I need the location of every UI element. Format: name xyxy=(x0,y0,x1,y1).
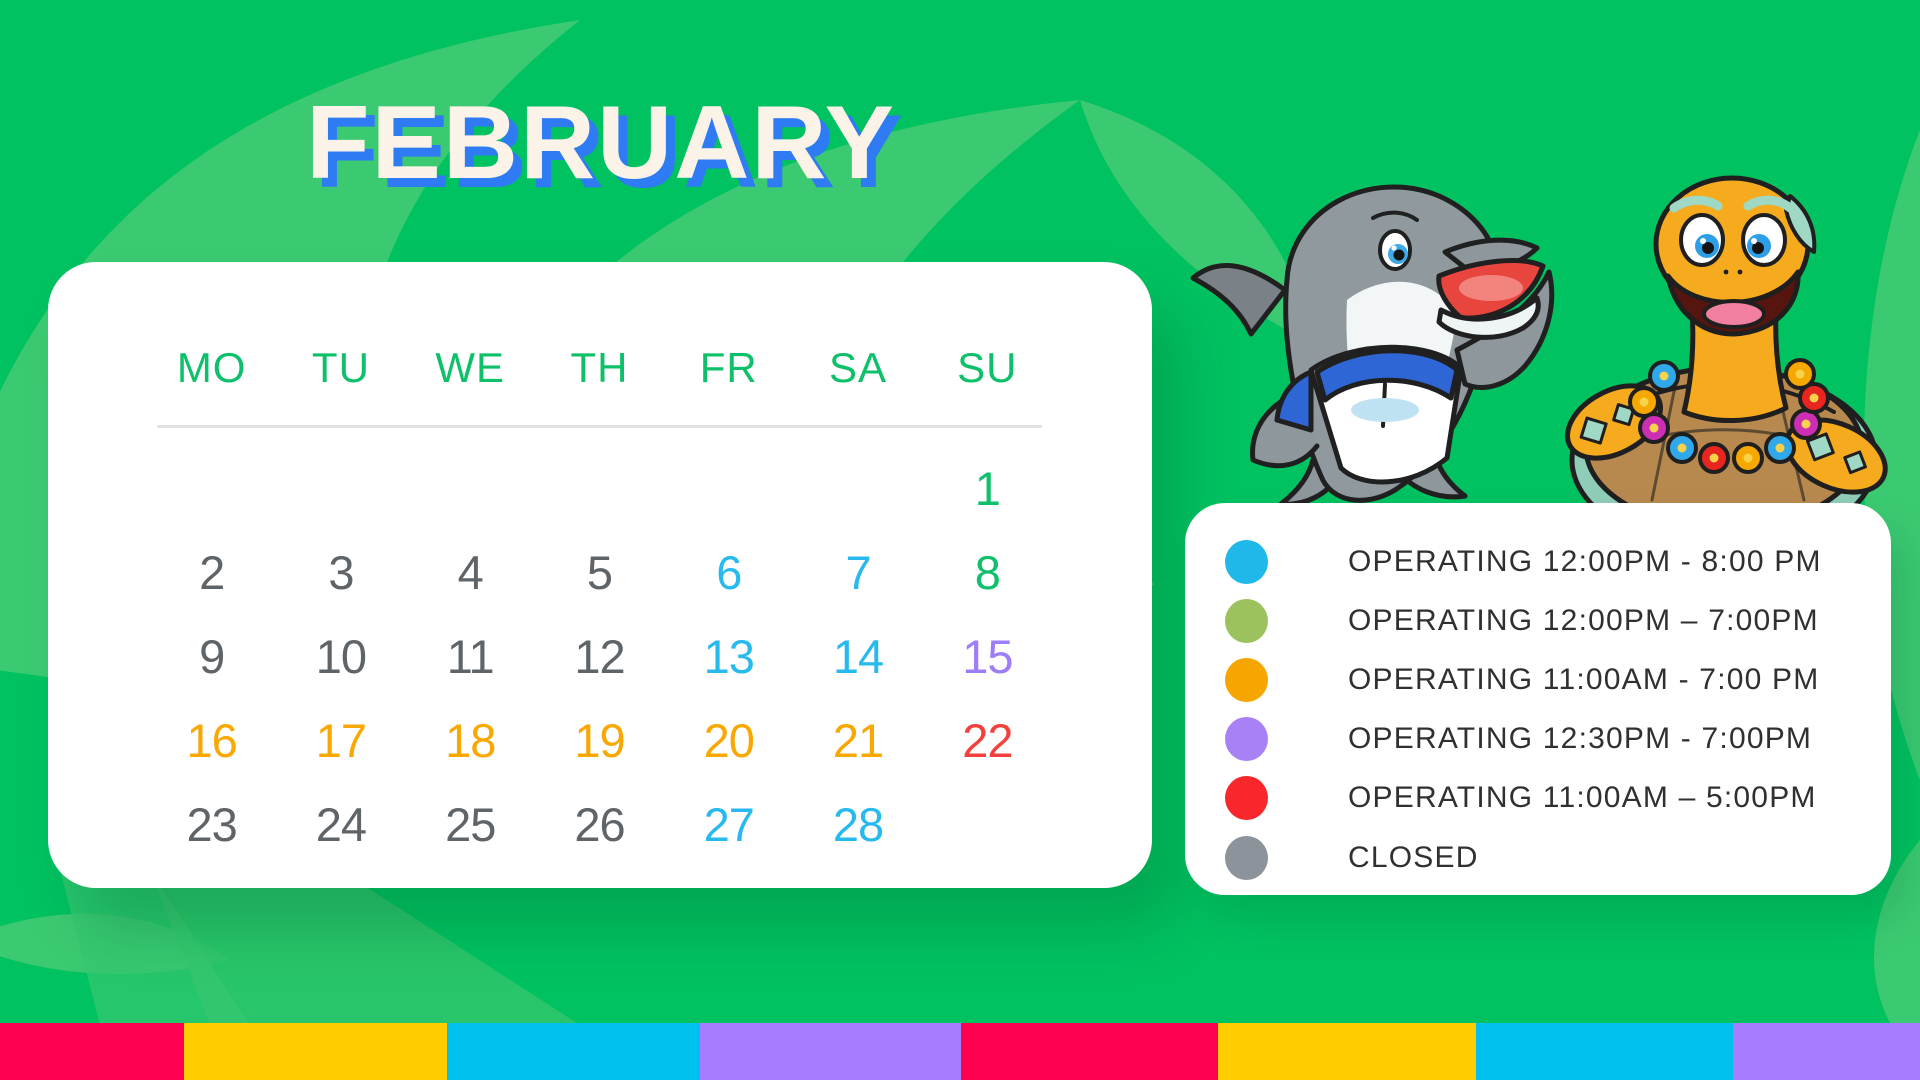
cyan-dot-icon xyxy=(1225,539,1268,584)
calendar-day-1: 1 xyxy=(974,461,1001,515)
calendar-week-1: 1 xyxy=(147,446,1052,530)
calendar-day-13: 13 xyxy=(703,629,755,683)
calendar-divider xyxy=(157,425,1042,428)
calendar-card: MO TU WE TH FR SA SU 1 2 3 4 5 6 7 8 9 10 11 12 13 14 15 16 17… xyxy=(48,262,1152,888)
calendar-day-6: 6 xyxy=(716,545,742,599)
legend-item-red: OPERATING 11:00AM – 5:00PM xyxy=(1225,771,1867,826)
calendar-day-18: 18 xyxy=(445,713,496,767)
purple-dot-icon xyxy=(1225,717,1268,762)
legend-item-cyan: OPERATING 12:00PM - 8:00 PM xyxy=(1225,534,1867,589)
calendar-day-10: 10 xyxy=(315,629,367,683)
calendar-day-20: 20 xyxy=(703,713,755,767)
calendar-day-15: 15 xyxy=(962,629,1013,683)
turtle-mascot xyxy=(1565,175,1888,520)
legend-item-green: OPERATING 12:00PM – 7:00PM xyxy=(1225,593,1867,648)
legend-label: OPERATING 11:00AM – 5:00PM xyxy=(1348,781,1817,815)
calendar-week-3: 9 10 11 12 13 14 15 xyxy=(147,614,1052,698)
calendar-weeks: 1 2 3 4 5 6 7 8 9 10 11 12 13 14 15 16 17 18 19 20 21 22 23 24 2… xyxy=(147,446,1052,866)
calendar-week-2: 2 3 4 5 6 7 8 xyxy=(147,530,1052,614)
day-header-tu: TU xyxy=(311,344,370,391)
page-title: FEBRUARY xyxy=(306,85,896,201)
footer-color-stripe xyxy=(0,1023,1920,1080)
legend-item-purple: OPERATING 12:30PM - 7:00PM xyxy=(1225,712,1867,767)
calendar-week-5: 23 24 25 26 27 28 xyxy=(147,782,1052,866)
day-header-th: TH xyxy=(570,344,629,391)
stripe-segment-7 xyxy=(1476,1023,1733,1080)
legend-items: OPERATING 12:00PM - 8:00 PM OPERATING 12:… xyxy=(1225,534,1867,885)
red-dot-icon xyxy=(1225,776,1268,821)
stripe-segment-4 xyxy=(700,1023,961,1080)
day-header-su: SU xyxy=(957,344,1018,391)
calendar-day-17: 17 xyxy=(315,713,367,767)
calendar-day-16: 16 xyxy=(186,713,238,767)
calendar-day-25: 25 xyxy=(445,797,496,851)
stripe-segment-6 xyxy=(1218,1023,1476,1080)
gray-dot-icon xyxy=(1225,835,1268,880)
calendar-day-11: 11 xyxy=(446,629,495,683)
calendar-day-24: 24 xyxy=(315,797,367,851)
calendar-day-22: 22 xyxy=(962,713,1013,767)
calendar-day-7: 7 xyxy=(845,545,871,599)
day-header-sa: SA xyxy=(829,344,888,391)
legend-label: OPERATING 12:00PM - 8:00 PM xyxy=(1348,544,1822,578)
calendar-day-26: 26 xyxy=(574,797,625,851)
stripe-segment-8 xyxy=(1733,1023,1920,1080)
calendar-day-27: 27 xyxy=(703,797,755,851)
day-header-mo: MO xyxy=(176,344,247,391)
calendar-day-4: 4 xyxy=(457,545,484,599)
calendar-day-5: 5 xyxy=(586,545,613,599)
calendar-day-19: 19 xyxy=(574,713,625,767)
calendar-day-9: 9 xyxy=(199,629,225,683)
orange-dot-icon xyxy=(1225,657,1268,702)
stripe-segment-2 xyxy=(184,1023,447,1080)
calendar-day-14: 14 xyxy=(832,629,884,683)
calendar-day-3: 3 xyxy=(328,545,354,599)
calendar-day-12: 12 xyxy=(574,629,625,683)
calendar-day-21: 21 xyxy=(832,713,884,767)
legend-label: CLOSED xyxy=(1348,840,1479,874)
legend-label: OPERATING 12:00PM – 7:00PM xyxy=(1348,603,1819,637)
calendar-day-headers: MO TU WE TH FR SA SU xyxy=(147,342,1052,394)
calendar-day-8: 8 xyxy=(974,545,1001,599)
dolphin-mascot xyxy=(1190,184,1555,507)
calendar-day-2: 2 xyxy=(199,545,225,599)
legend-item-gray: CLOSED xyxy=(1225,830,1867,885)
stripe-segment-1 xyxy=(0,1023,184,1080)
calendar-grid: MO TU WE TH FR SA SU 1 2 3 4 5 6 7 8 9 10 11 12 13 14 15 16 17… xyxy=(147,262,1052,888)
day-header-fr: FR xyxy=(699,344,758,391)
legend-card: OPERATING 12:00PM - 8:00 PM OPERATING 12:… xyxy=(1185,503,1891,895)
calendar-day-23: 23 xyxy=(186,797,238,851)
calendar-day-28: 28 xyxy=(832,797,884,851)
legend-item-orange: OPERATING 11:00AM - 7:00 PM xyxy=(1225,652,1867,707)
day-header-we: WE xyxy=(435,344,506,391)
green-dot-icon xyxy=(1225,598,1268,643)
legend-label: OPERATING 12:30PM - 7:00PM xyxy=(1348,722,1813,756)
stripe-segment-3 xyxy=(447,1023,700,1080)
calendar-week-4: 16 17 18 19 20 21 22 xyxy=(147,698,1052,782)
stripe-segment-5 xyxy=(961,1023,1218,1080)
legend-label: OPERATING 11:00AM - 7:00 PM xyxy=(1348,662,1820,696)
